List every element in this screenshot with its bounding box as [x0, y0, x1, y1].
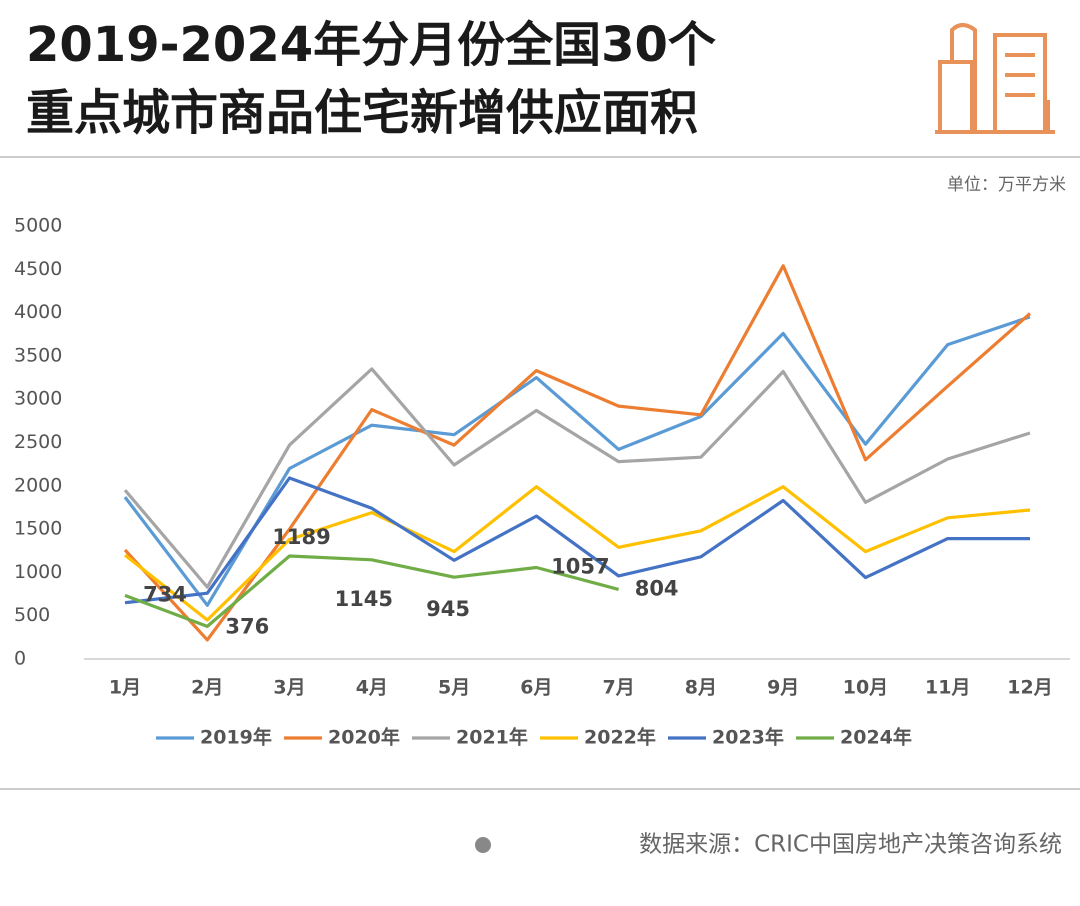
chart-title: 重点城市商品住宅新增供应面积 [26, 85, 698, 141]
x-tick-label: 5月 [438, 677, 470, 699]
data-label: 804 [635, 576, 679, 600]
legend-label: 2021年 [456, 726, 528, 749]
unit-label: 单位：万平方米 [947, 175, 1066, 195]
x-tick-label: 3月 [273, 677, 305, 699]
x-tick-label: 1月 [109, 677, 141, 699]
y-tick-label: 3500 [14, 344, 62, 366]
legend-label: 2023年 [712, 726, 784, 749]
data-label: 1189 [272, 525, 330, 549]
series-line [123, 315, 1031, 607]
y-tick-label: 0 [14, 648, 26, 670]
y-tick-label: 1000 [14, 561, 62, 583]
x-tick-label: 10月 [843, 677, 888, 699]
x-tick-label: 8月 [685, 677, 717, 699]
building-icon [935, 23, 1055, 134]
x-tick-label: 2月 [191, 677, 223, 699]
y-tick-label: 4500 [14, 258, 62, 280]
x-tick-label: 4月 [356, 677, 388, 699]
x-tick-label: 6月 [520, 677, 552, 699]
data-label: 734 [143, 582, 187, 606]
data-label: 1057 [551, 554, 609, 578]
y-tick-label: 1500 [14, 518, 62, 540]
legend-label: 2019年 [200, 726, 272, 749]
series-line [124, 554, 620, 628]
source-bullet [475, 837, 491, 853]
series-line [124, 485, 1031, 622]
legend-label: 2024年 [840, 726, 912, 749]
x-tick-label: 7月 [603, 677, 635, 699]
legend-label: 2020年 [328, 726, 400, 749]
series-line [124, 476, 1030, 605]
y-tick-label: 3000 [14, 388, 62, 410]
data-label: 376 [225, 614, 269, 638]
y-tick-label: 5000 [14, 215, 62, 237]
y-tick-label: 4000 [14, 301, 62, 323]
y-tick-label: 500 [14, 604, 50, 626]
x-tick-label: 12月 [1007, 677, 1052, 699]
legend-label: 2022年 [584, 726, 656, 749]
source-note: 数据来源：CRIC中国房地产决策咨询系统 [639, 832, 1062, 858]
chart-title: 2019-2024年分月份全国30个 [26, 17, 716, 73]
y-tick-label: 2000 [14, 474, 62, 496]
data-label: 1145 [335, 587, 393, 611]
series-line [123, 264, 1032, 642]
x-tick-label: 9月 [767, 677, 799, 699]
y-tick-label: 2500 [14, 431, 62, 453]
x-tick-label: 11月 [925, 677, 970, 699]
data-label: 945 [426, 597, 470, 621]
series-line [123, 367, 1031, 589]
